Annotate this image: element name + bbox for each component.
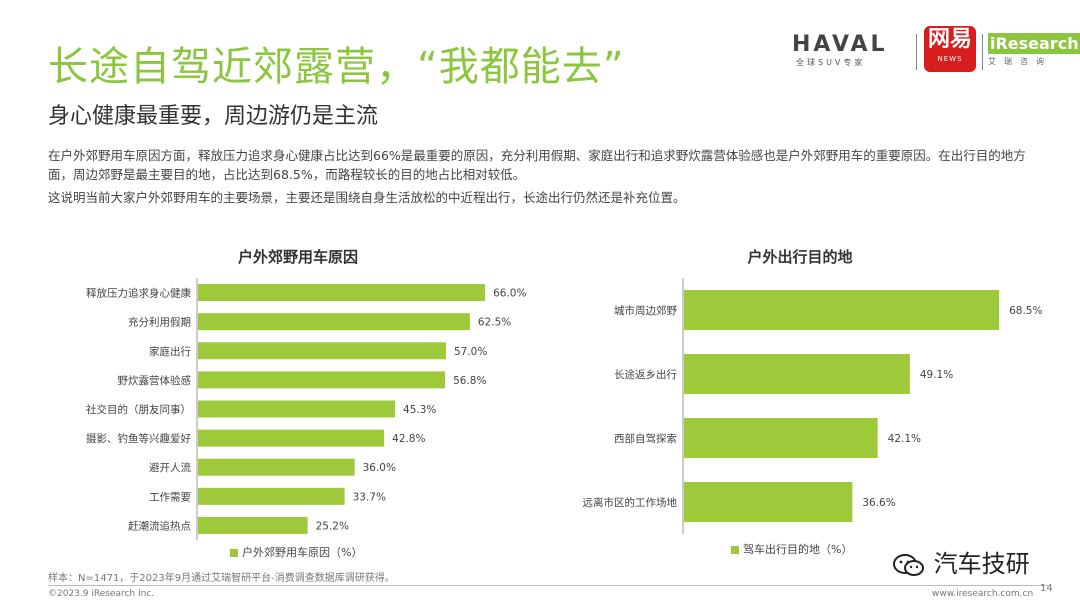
body-paragraph-2: 这说明当前大家户外郊野用车的主要场景，主要还是围绕自身生活放松的中近程出行，长途… bbox=[48, 190, 686, 205]
logo-divider bbox=[982, 34, 983, 70]
watermark: 汽车技研 bbox=[892, 544, 1030, 579]
netease-logo: 网易 NEWS bbox=[924, 26, 976, 72]
body-paragraph-1: 在户外郊野用车原因方面，释放压力追求身心健康占比达到66%是最重要的原因，充分利… bbox=[48, 148, 1026, 182]
bar bbox=[684, 482, 853, 522]
page-number: 14 bbox=[1040, 583, 1053, 594]
bar bbox=[684, 290, 1000, 330]
data-label: 42.8% bbox=[392, 433, 425, 445]
wechat-icon bbox=[893, 554, 924, 576]
category-label: 远离市区的工作场地 bbox=[583, 496, 678, 509]
bar bbox=[198, 487, 345, 505]
category-label: 赶潮流追热点 bbox=[128, 519, 191, 532]
haval-logo-word: HAVAL bbox=[792, 32, 888, 57]
watermark-text: 汽车技研 bbox=[933, 550, 1030, 578]
legend-label: 户外郊野用车原因（%） bbox=[242, 546, 363, 559]
category-label: 长途返乡出行 bbox=[614, 368, 677, 381]
category-label: 摄影、钓鱼等兴趣爱好 bbox=[86, 432, 191, 445]
chart-title: 户外郊野用车原因 bbox=[238, 248, 358, 266]
category-label: 野炊露营体验感 bbox=[118, 374, 192, 387]
legend-swatch bbox=[731, 546, 739, 554]
category-label: 社交目的（朋友同事） bbox=[86, 403, 191, 416]
data-label: 57.0% bbox=[454, 346, 487, 358]
legend-left-chart: 户外郊野用车原因（%） bbox=[230, 544, 362, 560]
data-label: 56.8% bbox=[453, 375, 486, 387]
copyright: ©2023.9 iResearch Inc. bbox=[48, 589, 155, 599]
data-label: 62.5% bbox=[478, 317, 511, 329]
category-label: 工作需要 bbox=[149, 491, 191, 503]
data-label: 66.0% bbox=[493, 288, 526, 300]
category-label: 避开人流 bbox=[149, 461, 191, 474]
bar bbox=[684, 418, 878, 458]
iresearch-logo-tag: 艾瑞咨询 bbox=[988, 57, 1052, 66]
bar bbox=[684, 354, 910, 394]
haval-logo: HAVAL 全球SUV专家 bbox=[792, 32, 912, 68]
haval-logo-tag: 全球SUV专家 bbox=[796, 58, 866, 67]
legend-label: 驾车出行目的地（%） bbox=[743, 543, 853, 556]
iresearch-logo-word: iResearch bbox=[988, 33, 1080, 54]
website: www.iresearch.com.cn bbox=[932, 589, 1034, 599]
data-label: 68.5% bbox=[1009, 305, 1042, 317]
category-label: 家庭出行 bbox=[149, 345, 191, 358]
netease-logo-sub: NEWS bbox=[937, 55, 963, 63]
bar bbox=[198, 284, 486, 302]
bar bbox=[198, 400, 396, 418]
bar bbox=[198, 429, 385, 447]
chart-title: 户外出行目的地 bbox=[747, 248, 852, 266]
iresearch-logo: iResearch 艾瑞咨询 bbox=[988, 33, 1080, 67]
legend-right-chart: 驾车出行目的地（%） bbox=[731, 541, 852, 557]
bar bbox=[198, 458, 355, 476]
bar bbox=[198, 313, 470, 331]
page-title: 长途自驾近郊露营，“我都能去” bbox=[48, 44, 625, 90]
category-label: 释放压力追求身心健康 bbox=[86, 287, 191, 300]
source-note: 样本：N=1471，于2023年9月通过艾瑞智研平台-消费调查数据库调研获得。 bbox=[48, 573, 395, 584]
bar bbox=[198, 342, 446, 360]
data-label: 45.3% bbox=[403, 404, 436, 416]
category-label: 充分利用假期 bbox=[128, 316, 191, 329]
bar bbox=[198, 371, 446, 389]
data-label: 25.2% bbox=[316, 520, 349, 532]
category-label: 西部自驾探索 bbox=[614, 432, 677, 445]
page-subtitle: 身心健康最重要，周边游仍是主流 bbox=[48, 104, 379, 129]
data-label: 33.7% bbox=[353, 491, 386, 503]
data-label: 36.0% bbox=[363, 462, 396, 474]
bar bbox=[198, 516, 308, 534]
footer-divider bbox=[48, 585, 1048, 586]
data-label: 49.1% bbox=[920, 369, 953, 381]
netease-logo-word: 网易 bbox=[927, 27, 972, 52]
data-label: 36.6% bbox=[862, 497, 895, 509]
data-label: 42.1% bbox=[888, 433, 921, 445]
logo-divider bbox=[916, 34, 917, 70]
category-label: 城市周边郊野 bbox=[614, 304, 677, 317]
legend-swatch bbox=[230, 549, 238, 557]
